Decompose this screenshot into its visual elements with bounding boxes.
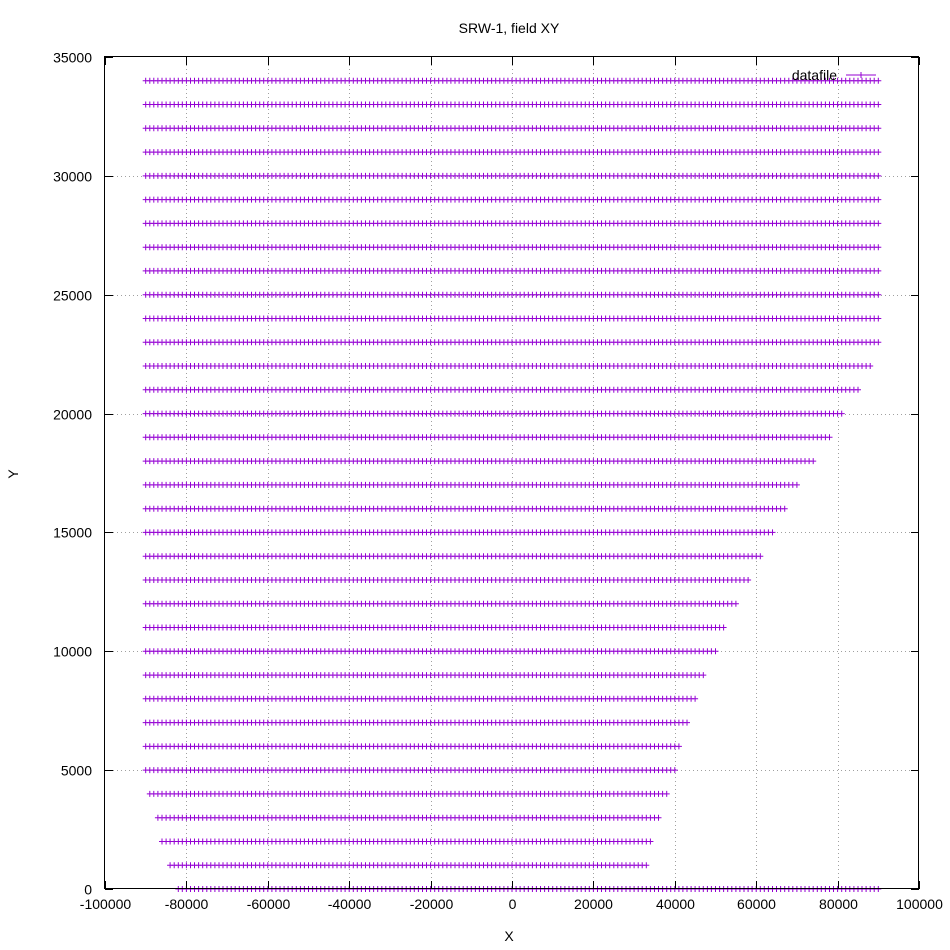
data-point bbox=[684, 719, 690, 726]
data-row bbox=[142, 743, 682, 750]
data-row bbox=[167, 862, 650, 869]
data-row bbox=[159, 838, 654, 845]
data-row bbox=[142, 624, 727, 631]
data-row bbox=[142, 767, 678, 774]
data-point bbox=[643, 862, 650, 869]
data-row bbox=[146, 790, 670, 797]
data-row bbox=[142, 648, 719, 655]
data-row bbox=[154, 814, 662, 821]
data-point bbox=[700, 672, 707, 679]
data-point bbox=[663, 790, 670, 797]
data-row bbox=[142, 719, 690, 726]
data-point bbox=[675, 743, 682, 750]
data-point bbox=[712, 648, 719, 655]
data-row bbox=[142, 672, 707, 679]
data-point bbox=[692, 695, 699, 702]
grid-layer bbox=[105, 57, 919, 889]
data-point bbox=[720, 624, 727, 631]
data-row bbox=[142, 695, 699, 702]
data-point bbox=[671, 767, 678, 774]
chart-title: SRW-1, field XY bbox=[459, 20, 560, 36]
data-point bbox=[655, 814, 662, 821]
data-row bbox=[142, 600, 739, 607]
data-point bbox=[647, 838, 654, 845]
data-row bbox=[142, 458, 817, 465]
